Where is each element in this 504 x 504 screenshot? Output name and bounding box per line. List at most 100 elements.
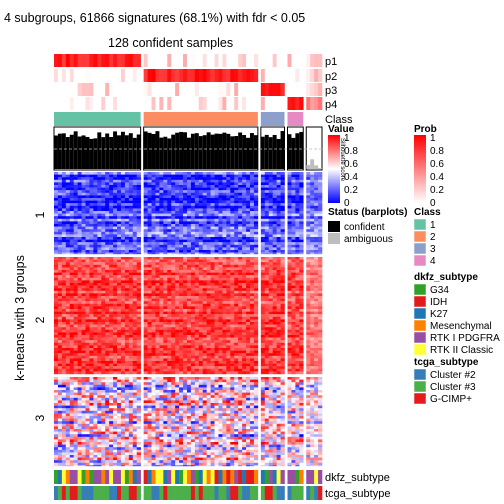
heatmap-cell [109, 174, 114, 178]
heatmap-cell [136, 234, 141, 238]
heatmap-cell [222, 174, 227, 178]
heatmap-cell [101, 309, 106, 312]
heatmap-cell [151, 174, 156, 178]
heatmap-cell [143, 200, 148, 204]
heatmap-cell [132, 358, 138, 362]
heatmap-cell [318, 290, 323, 294]
heatmap-cell [155, 275, 160, 278]
heatmap-cell [105, 213, 110, 217]
heatmap-cell [61, 283, 67, 286]
heatmap-cell [318, 267, 323, 271]
heatmap-cell [210, 237, 215, 240]
heatmap-cell [264, 182, 270, 186]
prob-cell [132, 83, 138, 96]
heatmap-cell [306, 179, 311, 183]
heatmap-cell [238, 205, 243, 209]
heatmap-cell [73, 311, 78, 315]
heatmap-cell [132, 350, 138, 354]
heatmap-cell [287, 234, 292, 238]
heatmap-cell [222, 288, 227, 291]
prob-cell [89, 69, 94, 82]
heatmap-cell [143, 244, 148, 248]
heatmap-cell [214, 203, 219, 206]
prob-cell [73, 83, 78, 96]
heatmap-cell [124, 259, 130, 263]
heatmap-cell [159, 172, 164, 175]
heatmap-cell [54, 234, 59, 238]
heatmap-cell [280, 198, 285, 201]
heatmap-cell [77, 200, 82, 204]
heatmap-cell [238, 301, 243, 304]
heatmap-cell [206, 337, 211, 341]
prob-cell [97, 54, 102, 67]
heatmap-cell [268, 182, 273, 186]
heatmap-cell [249, 314, 255, 317]
heatmap-cell [85, 218, 90, 222]
heatmap-cell [109, 226, 114, 230]
heatmap-cell [194, 244, 200, 248]
heatmap-cell [65, 270, 71, 273]
heatmap-cell [179, 283, 184, 286]
heatmap-cell [155, 242, 160, 245]
heatmap-cell [175, 324, 180, 328]
heatmap-cell [109, 316, 114, 320]
heatmap-cell [190, 285, 196, 289]
heatmap-cell [85, 182, 90, 186]
heatmap-cell [318, 301, 323, 304]
heatmap-cell [101, 257, 106, 260]
prob-cell [147, 97, 152, 110]
heatmap-cell [163, 332, 168, 336]
heatmap-cell [276, 211, 281, 214]
heatmap-cell [230, 192, 235, 196]
heatmap-cell [295, 275, 300, 278]
heatmap-cell [77, 322, 82, 325]
heatmap-cell [310, 267, 315, 271]
heatmap-cell [249, 211, 255, 214]
heatmap-cell [89, 288, 94, 291]
heatmap-cell [124, 353, 130, 356]
class-cell [306, 112, 322, 126]
heatmap-cell [57, 316, 63, 320]
heatmap-cell [299, 203, 304, 206]
heatmap-cell [194, 198, 200, 201]
heatmap-cell [190, 329, 196, 333]
heatmap-cell [143, 337, 148, 341]
heatmap-cell [120, 316, 126, 320]
heatmap-cell [73, 192, 78, 196]
prob-cell [276, 97, 281, 110]
heatmap-cell [65, 226, 71, 230]
heatmap-cell [210, 303, 215, 307]
heatmap-cell [128, 353, 134, 356]
heatmap-cell [81, 205, 86, 209]
prob-cell [159, 69, 164, 82]
heatmap-cell [242, 332, 247, 336]
heatmap-cell [128, 195, 134, 199]
heatmap-cell [69, 203, 74, 206]
heatmap-cell [128, 277, 134, 281]
heatmap-cell [151, 303, 156, 307]
heatmap-cell [61, 322, 67, 325]
heatmap-cell [163, 231, 168, 235]
heatmap-cell [276, 311, 281, 315]
heatmap-cell [159, 327, 164, 330]
heatmap-cell [218, 226, 223, 230]
heatmap-cell [218, 275, 223, 278]
heatmap-cell [299, 329, 304, 333]
heatmap-cell [206, 285, 211, 289]
heatmap-cell [155, 298, 160, 302]
heatmap-cell [242, 350, 247, 354]
heatmap-cell [295, 221, 300, 225]
heatmap-cell [253, 187, 259, 191]
heatmap-cell [230, 319, 235, 323]
heatmap-cell [318, 329, 323, 333]
heatmap-cell [113, 327, 118, 330]
prob-cell [260, 97, 266, 110]
heatmap-cell [202, 355, 207, 359]
heatmap-cell [57, 218, 63, 222]
heatmap-cell [242, 285, 247, 289]
heatmap-cell [264, 298, 270, 302]
prob-cell [171, 69, 176, 82]
prob-cell [163, 54, 168, 67]
heatmap-cell [280, 179, 285, 183]
heatmap-cell [128, 342, 134, 346]
